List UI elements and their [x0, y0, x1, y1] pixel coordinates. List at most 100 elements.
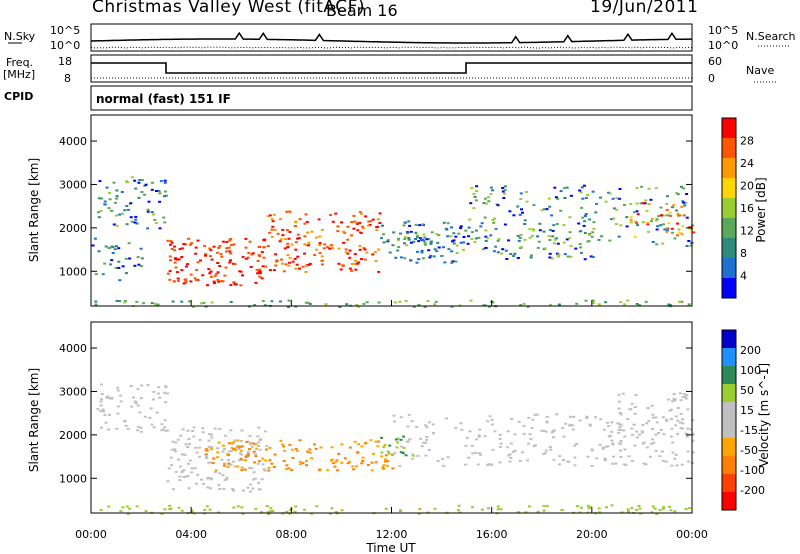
heatmap-cell	[335, 459, 339, 462]
heatmap-cell	[547, 235, 551, 237]
heatmap-cell	[680, 206, 684, 209]
heatmap-cell	[334, 212, 338, 215]
heatmap-cell	[415, 235, 419, 238]
heatmap-cell	[151, 181, 154, 184]
heatmap-cell	[329, 244, 333, 247]
heatmap-cell	[294, 221, 298, 224]
heatmap-cell	[682, 187, 686, 190]
heatmap-cell	[369, 220, 373, 223]
heatmap-cell	[190, 467, 194, 470]
velocity-heatmap-cells	[96, 383, 695, 515]
heatmap-cell	[377, 301, 381, 304]
heatmap-cell	[112, 223, 116, 226]
heatmap-cell	[673, 510, 677, 513]
heatmap-cell	[506, 446, 510, 449]
heatmap-cell	[237, 448, 241, 451]
heatmap-cell	[140, 191, 144, 193]
heatmap-cell	[414, 223, 418, 226]
heatmap-cell	[108, 413, 112, 416]
heatmap-cell	[359, 231, 363, 234]
heatmap-cell	[279, 218, 282, 221]
heatmap-cell	[674, 453, 678, 456]
heatmap-cell	[139, 430, 143, 433]
heatmap-cell	[618, 423, 621, 426]
heatmap-cell	[545, 208, 549, 211]
heatmap-cell	[548, 239, 552, 241]
heatmap-cell	[403, 221, 407, 224]
heatmap-cell	[641, 442, 645, 445]
heatmap-cell	[405, 244, 409, 247]
heatmap-cell	[531, 228, 535, 231]
heatmap-cell	[516, 511, 520, 514]
heatmap-cell	[115, 197, 119, 200]
nave-tick-top: 60	[708, 55, 722, 68]
heatmap-cell	[408, 224, 412, 227]
heatmap-cell	[635, 430, 639, 433]
heatmap-cell	[661, 242, 665, 245]
heatmap-cell	[369, 439, 373, 442]
heatmap-cell	[240, 445, 244, 448]
heatmap-cell	[288, 256, 292, 259]
heatmap-cell	[205, 505, 209, 508]
heatmap-cell	[232, 262, 235, 265]
heatmap-cell	[124, 257, 128, 260]
heatmap-cell	[345, 303, 349, 306]
heatmap-cell	[204, 254, 207, 257]
heatmap-cell	[268, 459, 272, 462]
heatmap-cell	[363, 258, 367, 261]
nsearch-tick-top: 10^5	[708, 24, 738, 37]
heatmap-cell	[586, 240, 590, 243]
heatmap-cell	[450, 261, 454, 264]
heatmap-cell	[261, 463, 265, 466]
heatmap-cell	[493, 430, 497, 433]
heatmap-cell	[251, 252, 255, 255]
heatmap-cell	[436, 241, 440, 244]
heatmap-cell	[474, 237, 478, 240]
heatmap-cell	[220, 255, 224, 258]
heatmap-cell	[487, 507, 490, 510]
heatmap-cell	[204, 453, 208, 456]
heatmap-cell	[232, 506, 236, 509]
heatmap-cell	[629, 218, 633, 221]
heatmap-cell	[164, 190, 167, 193]
heatmap-cell	[664, 460, 668, 463]
heatmap-cell	[655, 219, 658, 222]
heatmap-cell	[610, 218, 614, 221]
heatmap-cell	[279, 439, 283, 442]
heatmap-cell	[627, 455, 631, 458]
heatmap-cell	[685, 394, 689, 396]
heatmap-cell	[452, 242, 456, 245]
heatmap-cell	[115, 214, 118, 217]
heatmap-cell	[353, 220, 357, 223]
heatmap-cell	[555, 223, 559, 225]
heatmap-cell	[344, 251, 348, 254]
heatmap-cell	[260, 478, 264, 481]
heatmap-cell	[166, 480, 170, 483]
heatmap-cell	[230, 447, 234, 450]
heatmap-cell	[257, 445, 261, 447]
heatmap-cell	[565, 238, 569, 241]
colorbar-tick-label: 4	[740, 270, 747, 283]
heatmap-cell	[339, 268, 343, 271]
heatmap-cell	[417, 512, 421, 515]
heatmap-cell	[166, 429, 170, 432]
heatmap-cell	[223, 462, 227, 465]
heatmap-cell	[420, 251, 424, 254]
heatmap-cell	[125, 223, 129, 226]
heatmap-cell	[633, 412, 637, 415]
heatmap-cell	[380, 451, 384, 454]
heatmap-cell	[467, 226, 471, 229]
heatmap-cell	[184, 243, 188, 246]
heatmap-cell	[294, 447, 298, 450]
heatmap-cell	[179, 434, 183, 437]
heatmap-cell	[565, 186, 569, 189]
heatmap-cell	[291, 448, 295, 451]
heatmap-cell	[360, 258, 363, 261]
heatmap-cell	[350, 221, 354, 224]
heatmap-cell	[123, 209, 127, 212]
heatmap-cell	[130, 405, 134, 408]
heatmap-cell	[623, 435, 627, 438]
heatmap-cell	[671, 400, 674, 403]
heatmap-cell	[264, 459, 268, 462]
